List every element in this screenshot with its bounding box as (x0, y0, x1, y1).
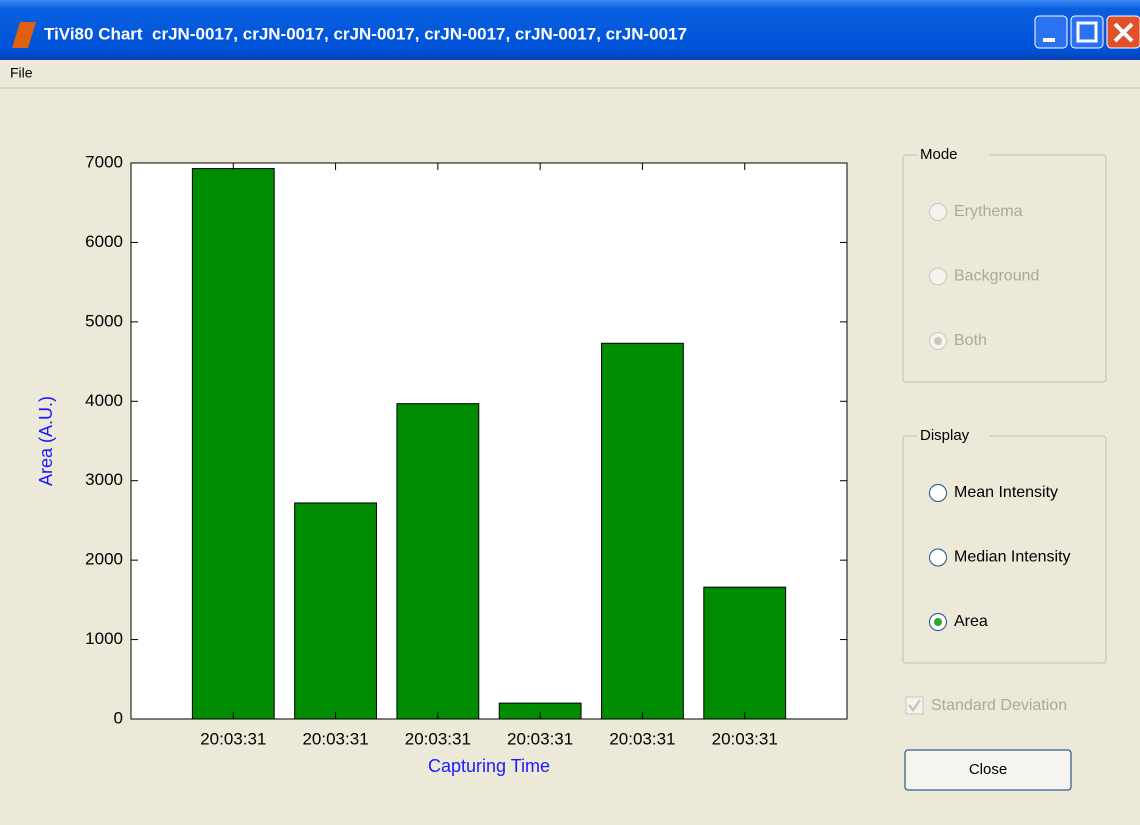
minimize-button[interactable] (1034, 15, 1068, 49)
maximize-button[interactable] (1070, 15, 1104, 49)
radio-label[interactable]: Median Intensity (954, 549, 1071, 566)
x-tick-label: 20:03:31 (712, 729, 778, 748)
bar (191, 168, 275, 720)
bar (294, 502, 377, 720)
radio-label[interactable]: Area (954, 613, 988, 630)
x-axis-label: Capturing Time (428, 756, 550, 776)
maximize-glyph (1076, 21, 1098, 43)
radio-dot (934, 618, 942, 626)
group-box (902, 435, 1107, 664)
bar (601, 342, 684, 720)
y-tick-label: 7000 (85, 152, 123, 171)
group-title-bg (917, 145, 989, 165)
x-tick-label: 20:03:31 (302, 729, 368, 748)
minimize-glyph (1043, 38, 1055, 42)
radio-label[interactable]: Mean Intensity (954, 484, 1058, 501)
radio-button[interactable] (929, 548, 947, 567)
x-tick-label: 20:03:31 (507, 729, 573, 748)
menu-item[interactable]: File (10, 65, 33, 81)
y-tick-label: 6000 (85, 232, 123, 251)
menu-bar (0, 60, 1140, 88)
group-box (902, 154, 1107, 383)
radio-button (929, 267, 947, 286)
radio-label: Erythema (954, 203, 1023, 220)
close-button-label[interactable]: Close (969, 761, 1007, 778)
x-tick-label: 20:03:31 (609, 729, 675, 748)
y-axis-label: Area (A.U.) (36, 396, 56, 486)
x-tick-label: 20:03:31 (405, 729, 471, 748)
bar (703, 586, 787, 720)
title-bar (0, 0, 1140, 60)
group-title: Display (920, 427, 970, 444)
window-title: TiVi80 Chart crJN-0017, crJN-0017, crJN-… (44, 24, 687, 43)
group-title-bg (917, 426, 989, 446)
radio-dot (934, 337, 942, 345)
radio-label: Background (954, 268, 1039, 285)
y-tick-label: 4000 (85, 391, 123, 410)
close-glyph (1113, 22, 1134, 43)
y-tick-label: 1000 (85, 629, 123, 648)
bar (396, 403, 480, 720)
radio-label: Both (954, 332, 987, 349)
y-tick-label: 0 (114, 708, 123, 727)
y-tick-label: 2000 (85, 550, 123, 569)
app-icon (12, 22, 36, 48)
group-title: Mode (920, 146, 958, 163)
radio-button[interactable] (929, 484, 947, 502)
radio-button (929, 203, 947, 221)
checkbox-label: Standard Deviation (931, 697, 1067, 714)
y-tick-label: 3000 (85, 470, 123, 489)
y-tick-label: 5000 (85, 311, 123, 330)
close-button[interactable] (904, 749, 1072, 791)
x-tick-label: 20:03:31 (200, 729, 266, 748)
check-mark (908, 699, 922, 713)
